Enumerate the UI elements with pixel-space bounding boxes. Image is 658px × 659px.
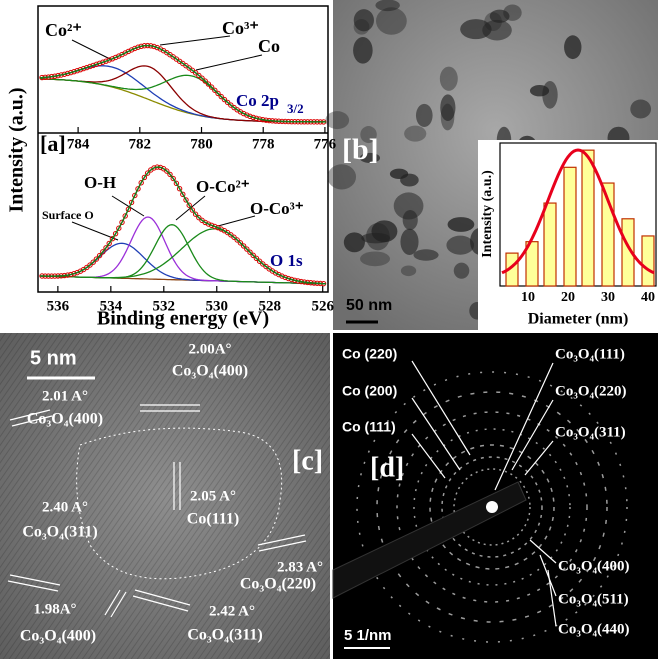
x-tick-label: 40	[641, 290, 655, 305]
x-tick-label: 528	[258, 298, 281, 314]
particle	[353, 37, 373, 64]
particle	[564, 35, 581, 59]
peak-label: Co²⁺	[45, 20, 82, 40]
ring-label: Co (200)	[342, 383, 397, 399]
spectrum-title: O 1s	[270, 251, 303, 270]
particle	[360, 251, 390, 266]
panel-label: [b]	[342, 133, 379, 166]
panel-d: [d] 5 1/nm Co (220) Co (200) Co (111) Co₃O₄…	[333, 333, 658, 659]
particle	[401, 265, 416, 276]
particle	[440, 67, 458, 91]
particle	[344, 232, 365, 252]
particle	[440, 94, 455, 121]
particle	[448, 217, 475, 232]
x-tick-label: 20	[561, 290, 575, 305]
d-spacing: 2.83 A°	[277, 559, 323, 575]
x-tick-label: 526	[311, 298, 334, 314]
particle	[354, 19, 370, 34]
x-tick-label: 782	[129, 136, 152, 152]
particle	[400, 229, 418, 255]
x-tick-label: 30	[601, 290, 615, 305]
particle	[530, 85, 549, 96]
particle	[404, 126, 426, 142]
x-tick-label: 530	[206, 298, 229, 314]
spectrum-title: Co 2p	[236, 91, 279, 110]
particle	[446, 236, 474, 255]
peak-label: O-H	[84, 173, 116, 192]
arrows	[72, 36, 262, 240]
central-beam	[486, 501, 498, 513]
scale-label: 5 nm	[30, 347, 77, 369]
particle	[325, 111, 349, 129]
inset-y-label: Intensity (a.u.)	[480, 170, 495, 258]
particle	[630, 100, 651, 119]
fit-curve	[40, 66, 326, 122]
d-spacing: 2.00A°	[188, 341, 231, 357]
particle	[394, 192, 424, 219]
d-spacing: 2.40 A°	[42, 499, 88, 515]
x-tick-label: 536	[47, 298, 70, 314]
d-spacing: 2.42 A°	[209, 603, 255, 619]
scale-label: 50 nm	[346, 297, 392, 314]
y-label: Intensity (a.u.)	[6, 87, 28, 212]
particle	[416, 104, 433, 127]
figure: Intensity (a.u.) Binding energy (eV) [a]…	[0, 0, 658, 659]
peak-label: Surface O	[42, 208, 94, 222]
x-tick-label: 532	[153, 298, 176, 314]
x-tick-label: 10	[521, 290, 535, 305]
x-label: Binding energy (eV)	[97, 308, 269, 330]
lattice-plane: Co₃O₄(400)	[20, 628, 96, 645]
peak-label: Co³⁺	[222, 18, 259, 38]
d-spacing: 2.01 A°	[42, 388, 88, 404]
peak-label: O-Co²⁺	[196, 177, 250, 196]
scale-label: 5 1/nm	[344, 627, 392, 644]
particle	[376, 7, 407, 34]
x-tick-label: 776	[314, 136, 337, 152]
fit-curve	[40, 75, 326, 122]
lattice-plane: Co₃O₄(311)	[187, 627, 262, 644]
particle	[327, 164, 356, 189]
lattice-plane: Co₃O₄(311)	[22, 524, 97, 541]
d-spacing: 1.98A°	[33, 601, 76, 617]
ring-label: Co₃O₄(440)	[558, 621, 629, 637]
particle	[460, 19, 491, 39]
ring-label: Co (220)	[342, 346, 397, 362]
ring-label: Co (111)	[342, 419, 396, 435]
ring-label: Co₃O₄(400)	[558, 558, 629, 574]
particle	[390, 169, 408, 179]
panel-label: [c]	[292, 445, 323, 476]
ring-label: Co₃O₄(220)	[555, 383, 626, 399]
bar	[582, 150, 594, 286]
particle	[366, 223, 390, 250]
bar	[642, 236, 654, 286]
inset-x-label: Diameter (nm)	[528, 311, 629, 328]
particle	[454, 263, 470, 279]
ring-label: Co₃O₄(511)	[558, 591, 629, 607]
peak-label: Co	[258, 36, 280, 56]
bar	[564, 167, 576, 286]
lattice-plane: Co₃O₄(400)	[172, 363, 248, 380]
lattice-plane: Co₃O₄(220)	[240, 576, 316, 593]
panel-label: [a]	[40, 131, 66, 156]
x-tick-label: 784	[67, 136, 90, 152]
particle	[413, 249, 438, 260]
particle	[375, 0, 399, 11]
d-spacing: 2.05 A°	[190, 488, 236, 504]
ring-label: Co₃O₄(311)	[555, 424, 626, 440]
fit-curve	[40, 66, 326, 122]
ring-label: Co₃O₄(111)	[555, 346, 625, 362]
peak-label: O-Co³⁺	[250, 199, 304, 218]
lattice-plane: Co(111)	[187, 511, 239, 528]
panel-label: [d]	[370, 452, 404, 483]
panel-c: 5 nm [c] 2.00A° Co₃O₄(400) 2.01 A° Co₃O₄(40…	[0, 333, 330, 659]
x-tick-label: 778	[252, 136, 275, 152]
bar	[544, 203, 556, 286]
x-tick-label: 534	[100, 298, 123, 314]
spectrum-title-sub: 3/2	[287, 101, 304, 116]
particle	[490, 10, 510, 23]
x-tick-label: 780	[190, 136, 213, 152]
